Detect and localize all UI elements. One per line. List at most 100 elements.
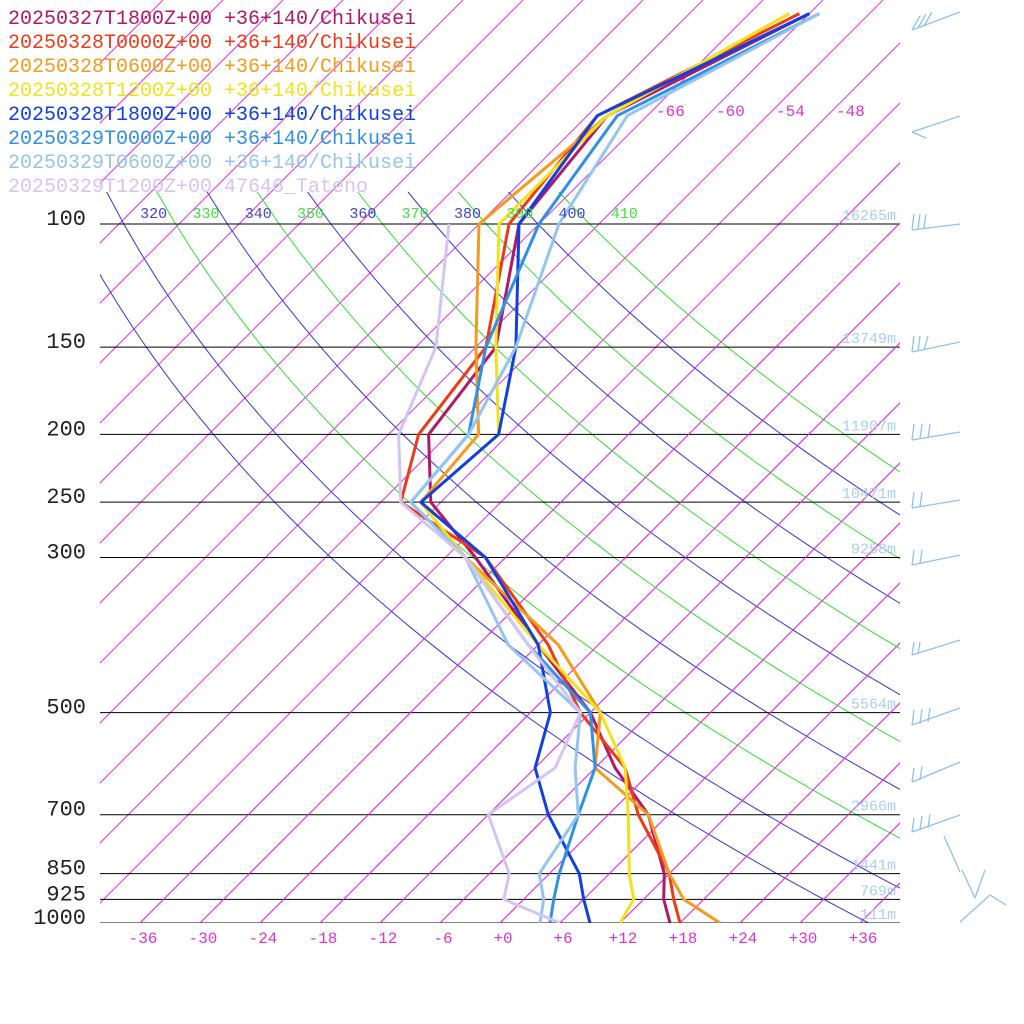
isotherm-tick	[559, 582, 900, 923]
isotherm	[739, 762, 900, 923]
theta-label: 320	[140, 206, 167, 223]
profile-line	[397, 223, 582, 923]
x-tick-label: -30	[189, 930, 218, 948]
isotherm	[100, 0, 644, 544]
height-label: 11907m	[842, 418, 896, 435]
height-label: 111m	[860, 907, 896, 924]
dry-adiabat	[100, 273, 869, 923]
legend-entry: 20250328T1800Z+00 +36+140/Chikusei	[8, 104, 416, 127]
y-tick-label: 500	[46, 696, 86, 721]
y-tick-label: 150	[46, 330, 86, 355]
height-label: 5564m	[851, 697, 896, 714]
isotherm-tick	[799, 822, 900, 923]
x-tick-label: -12	[369, 930, 398, 948]
isotherm	[100, 0, 404, 304]
dry-adiabat	[156, 191, 900, 839]
isotherm	[100, 0, 884, 784]
y-tick-label: 700	[46, 798, 86, 823]
theta-label: 410	[611, 206, 638, 223]
y-tick-label: 850	[46, 857, 86, 882]
isotherm-tick	[499, 522, 900, 923]
isotherm	[319, 342, 900, 923]
x-tick-label: -24	[249, 930, 278, 948]
dry-adiabat	[508, 191, 900, 516]
x-tick-label: +30	[789, 930, 818, 948]
theta-label: 390	[506, 206, 533, 223]
isotherm	[799, 822, 900, 923]
height-label: 9258m	[851, 542, 896, 559]
isotherm	[100, 42, 900, 844]
legend-entry: 20250328T0000Z+00 +36+140/Chikusei	[8, 32, 416, 55]
isotherm	[100, 0, 344, 244]
isotherm	[100, 102, 900, 904]
isotherm-tick	[319, 342, 900, 923]
isotherm	[100, 0, 284, 184]
isotherm-tick	[439, 462, 900, 923]
legend-entry: 20250328T1200Z+00 +36+140/Chikusei	[8, 80, 416, 103]
isotherm-tick	[619, 642, 900, 923]
theta-label: 370	[402, 206, 429, 223]
isotherm	[100, 0, 824, 724]
y-tick-label: 300	[46, 541, 86, 566]
theta-label: 340	[245, 206, 272, 223]
dry-adiabat	[307, 191, 900, 696]
x-tick-label: -6	[433, 930, 452, 948]
dry-adiabat	[106, 191, 900, 889]
y-tick-label: 1000	[33, 906, 86, 931]
wind-barbs	[911, 11, 1007, 923]
theta-label: 400	[559, 206, 586, 223]
profile-line	[419, 12, 791, 923]
profile-line	[399, 12, 801, 923]
y-tick-label: 925	[46, 882, 86, 907]
x-tick-label: +0	[493, 930, 512, 948]
theta-label: 360	[349, 206, 376, 223]
isotherm-label: -60	[716, 103, 745, 121]
isotherm	[100, 0, 524, 424]
profile-line	[409, 12, 821, 923]
legend-entry: 20250329T1200Z+00 47646_Tateno	[8, 176, 368, 199]
dry-adiabat	[256, 191, 900, 743]
theta-label: 380	[454, 206, 481, 223]
x-tick-label: +12	[609, 930, 638, 948]
x-tick-label: +18	[669, 930, 698, 948]
isotherm-tick	[679, 702, 900, 923]
height-label: 16265m	[842, 208, 896, 225]
y-tick-label: 100	[46, 207, 86, 232]
legend-entry: 20250329T0600Z+00 +36+140/Chikusei	[8, 152, 416, 175]
theta-label: 330	[192, 206, 219, 223]
dry-adiabat	[407, 191, 900, 604]
profile-line	[427, 12, 811, 923]
isotherm-tick	[199, 222, 900, 923]
isotherm-tick	[139, 162, 900, 923]
dry-adiabat	[457, 191, 900, 560]
isotherm	[619, 642, 900, 923]
isotherm	[100, 0, 704, 604]
dry-adiabat	[206, 191, 900, 790]
isotherm-label: -48	[836, 103, 865, 121]
isotherm	[379, 402, 900, 923]
x-tick-label: +6	[553, 930, 572, 948]
isotherm-tick	[259, 282, 900, 923]
legend-entry: 20250329T0000Z+00 +36+140/Chikusei	[8, 128, 416, 151]
x-tick-label: -36	[129, 930, 158, 948]
legend-entry: 20250328T0600Z+00 +36+140/Chikusei	[8, 56, 416, 79]
isotherm-label: -66	[656, 103, 685, 121]
isotherm-tick	[379, 402, 900, 923]
isotherm	[679, 702, 900, 923]
height-label: 13749m	[842, 331, 896, 348]
profile-line	[419, 12, 811, 923]
theta-label: 350	[297, 206, 324, 223]
y-tick-label: 200	[46, 417, 86, 442]
dry-adiabat	[357, 191, 900, 650]
isotherm-label: -54	[776, 103, 805, 121]
x-tick-label: +24	[729, 930, 758, 948]
height-label: 10471m	[842, 486, 896, 503]
height-label: 2966m	[851, 799, 896, 816]
legend-entry: 20250327T1800Z+00 +36+140/Chikusei	[8, 8, 416, 31]
height-label: 769m	[860, 883, 896, 900]
height-label: 1441m	[851, 858, 896, 875]
isotherm	[439, 462, 900, 923]
isotherm-tick	[739, 762, 900, 923]
isotherm	[100, 0, 464, 364]
